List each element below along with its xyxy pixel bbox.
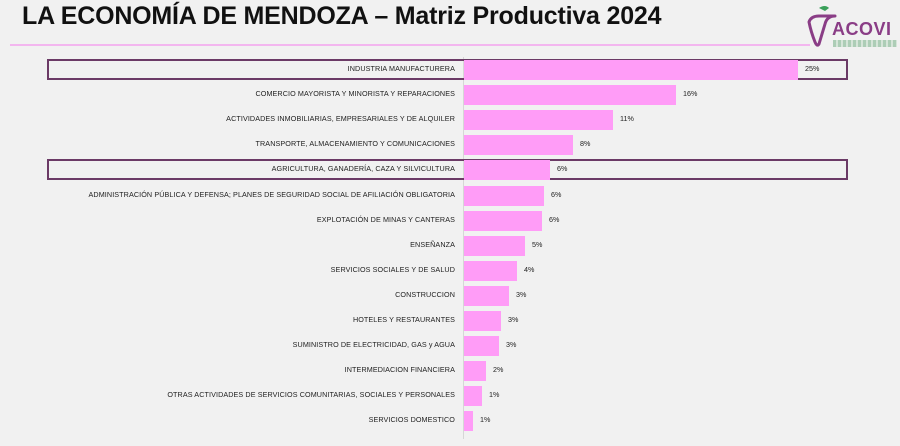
title-divider [10, 44, 810, 46]
value-label: 16% [683, 89, 698, 99]
bar [464, 160, 550, 181]
value-label: 6% [551, 189, 562, 199]
chart-row: CONSTRUCCION 3% [0, 284, 900, 309]
bar [464, 411, 473, 432]
category-label: CONSTRUCCION [395, 289, 455, 299]
category-label: ADMINISTRACIÓN PÚBLICA Y DEFENSA; PLANES… [88, 189, 455, 199]
chart-row: ENSEÑANZA 5% [0, 234, 900, 259]
highlight-box [47, 159, 848, 181]
bar [464, 135, 573, 156]
category-label: SERVICIOS DOMESTICO [368, 415, 455, 425]
category-label: COMERCIO MAYORISTA Y MINORISTA Y REPARAC… [255, 89, 455, 99]
category-label: AGRICULTURA, GANADERÍA, CAZA Y SILVICULT… [271, 164, 455, 174]
value-label: 5% [532, 239, 543, 249]
bar [464, 285, 509, 306]
value-label: 2% [493, 365, 504, 375]
value-label: 25% [805, 64, 820, 73]
category-label: ACTIVIDADES INMOBILIARIAS, EMPRESARIALES… [226, 114, 455, 124]
chart-row: INTERMEDIACION FINANCIERA 2% [0, 359, 900, 384]
chart-row: SUMINISTRO DE ELECTRICIDAD, GAS y AGUA 3% [0, 334, 900, 359]
bar [464, 260, 517, 281]
chart-row: EXPLOTACIÓN DE MINAS Y CANTERAS 6% [0, 209, 900, 234]
bar [464, 311, 501, 331]
value-label: 3% [516, 289, 527, 299]
category-label: TRANSPORTE, ALMACENAMIENTO Y COMUNICACIO… [255, 139, 455, 149]
bar [464, 386, 482, 407]
logo-text: ACOVI [832, 19, 892, 39]
category-label: INTERMEDIACION FINANCIERA [344, 365, 455, 375]
category-label: EXPLOTACIÓN DE MINAS Y CANTERAS [316, 214, 455, 224]
page-title: LA ECONOMÍA DE MENDOZA – Matriz Producti… [22, 2, 662, 30]
value-label: 11% [620, 114, 634, 124]
highlight-box [47, 59, 848, 80]
category-label: SUMINISTRO DE ELECTRICIDAD, GAS y AGUA [292, 340, 455, 350]
bar [464, 85, 676, 106]
bar [464, 185, 544, 206]
chart-row: TRANSPORTE, ALMACENAMIENTO Y COMUNICACIO… [0, 133, 900, 158]
category-label: HOTELES Y RESTAURANTES [352, 315, 455, 324]
value-label: 6% [549, 214, 560, 224]
category-label: SERVICIOS SOCIALES Y DE SALUD [330, 264, 455, 274]
value-label: 3% [508, 315, 519, 324]
bar [464, 110, 613, 131]
bar [464, 235, 525, 256]
chart-row: INDUSTRIA MANUFACTURERA 25% [0, 58, 900, 83]
category-label: OTRAS ACTIVIDADES DE SERVICIOS COMUNITAR… [167, 390, 455, 400]
value-label: 8% [580, 139, 591, 149]
logo-tagline [833, 40, 897, 47]
chart-row: ACTIVIDADES INMOBILIARIAS, EMPRESARIALES… [0, 108, 900, 133]
category-label: INDUSTRIA MANUFACTURERA [347, 64, 455, 73]
bar [464, 336, 499, 357]
chart-row: SERVICIOS SOCIALES Y DE SALUD 4% [0, 259, 900, 284]
chart-row: ADMINISTRACIÓN PÚBLICA Y DEFENSA; PLANES… [0, 184, 900, 209]
logo-mark-icon [807, 6, 837, 47]
value-label: 6% [557, 164, 568, 174]
category-axis [463, 57, 464, 439]
bar [464, 60, 798, 80]
value-label: 4% [524, 264, 535, 274]
value-label: 1% [489, 390, 500, 400]
chart-row: COMERCIO MAYORISTA Y MINORISTA Y REPARAC… [0, 83, 900, 108]
chart-row: SERVICIOS DOMESTICO 1% [0, 409, 900, 434]
chart-row: AGRICULTURA, GANADERÍA, CAZA Y SILVICULT… [0, 158, 900, 183]
chart-row: OTRAS ACTIVIDADES DE SERVICIOS COMUNITAR… [0, 384, 900, 409]
chart-row: HOTELES Y RESTAURANTES 3% [0, 309, 900, 334]
bar [464, 210, 542, 231]
value-label: 3% [506, 340, 517, 350]
category-label: ENSEÑANZA [410, 239, 455, 249]
bar [464, 361, 486, 382]
value-label: 1% [480, 415, 491, 425]
acovi-logo: ACOVI [805, 2, 900, 52]
